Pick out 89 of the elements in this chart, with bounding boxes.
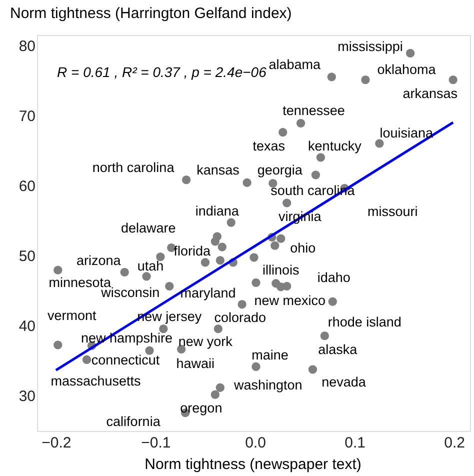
point	[252, 362, 260, 371]
point	[200, 258, 210, 267]
annotation: vermont	[48, 308, 97, 323]
annotation: tennessee	[282, 103, 345, 118]
annotation: new york	[178, 334, 233, 350]
annotation: arkansas	[402, 86, 458, 101]
point	[54, 266, 62, 274]
annotation: georgia	[257, 162, 303, 178]
point	[272, 279, 280, 288]
point	[156, 252, 165, 262]
annotation: nevada	[322, 374, 366, 390]
point	[316, 153, 326, 162]
point	[296, 118, 306, 128]
point	[54, 340, 62, 350]
annotation: connecticut	[91, 352, 160, 368]
point	[120, 268, 129, 276]
x-axis-title: Norm tightness (newspaper text)	[144, 456, 362, 473]
point	[182, 176, 191, 184]
point	[282, 198, 292, 208]
point	[216, 383, 224, 392]
point	[242, 178, 252, 187]
annotation: alaska	[318, 342, 358, 357]
point	[212, 232, 222, 241]
point	[278, 128, 288, 137]
point	[165, 282, 174, 290]
annotation: california	[106, 414, 161, 429]
point	[145, 346, 154, 355]
point	[142, 272, 151, 281]
point	[282, 282, 292, 290]
point	[226, 218, 236, 227]
annotation: missouri	[367, 204, 418, 220]
point	[250, 253, 258, 262]
annotation: arizona	[76, 253, 122, 268]
point	[361, 75, 370, 84]
y-tick-label: 40	[18, 318, 36, 335]
point	[375, 139, 384, 148]
x-tick-label: 0.0	[245, 434, 266, 452]
y-tick-label: 50	[18, 248, 36, 265]
y-tick-label: 60	[18, 178, 36, 195]
point	[406, 48, 415, 58]
annotation: utah	[137, 258, 164, 274]
point	[214, 324, 222, 334]
annotation: ohio	[290, 240, 316, 256]
point	[210, 390, 220, 399]
y-tick-label: 80	[18, 38, 36, 55]
annotation: washington	[233, 378, 302, 393]
annotation: hawaii	[176, 356, 214, 372]
annotation: texas	[252, 138, 286, 154]
annotation: new mexico	[254, 292, 326, 308]
annotation: indiana	[195, 204, 240, 219]
point	[276, 234, 286, 243]
annotation: massachusetts	[50, 374, 142, 389]
point	[327, 72, 336, 82]
annotation: new hampshire	[80, 330, 173, 346]
annotation: louisiana	[380, 125, 434, 140]
annotation: north carolina	[92, 160, 175, 175]
y-tick-label: 30	[18, 388, 36, 405]
annotation: mississippi	[338, 39, 403, 54]
annotation: rhode island	[328, 314, 402, 330]
annotation: colorado	[214, 310, 266, 325]
annotation: oregon	[180, 400, 222, 416]
annotation: maryland	[180, 285, 236, 300]
annotation: kansas	[196, 162, 240, 178]
x-tick-label: −0.2	[42, 434, 72, 452]
point	[218, 242, 226, 252]
annotation: kentucky	[308, 138, 362, 154]
x-tick-label: −0.1	[141, 434, 171, 452]
point	[252, 278, 260, 287]
annotation: alabama	[268, 56, 322, 72]
annotation: maine	[252, 348, 288, 363]
point	[308, 365, 318, 374]
x-tick-label: 0.2	[444, 434, 466, 452]
point	[82, 355, 92, 364]
point	[238, 300, 246, 309]
point	[216, 256, 224, 265]
y-tick-label: 70	[18, 108, 36, 125]
point	[320, 332, 329, 340]
annotation: idaho	[317, 270, 350, 286]
point	[311, 170, 320, 180]
annotation: R = 0.61 , R² = 0.37 , p = 2.4e−06	[57, 64, 267, 80]
annotation: florida	[174, 243, 212, 258]
annotation: oklahoma	[377, 62, 436, 77]
annotation: delaware	[120, 220, 176, 236]
point	[448, 75, 458, 84]
point	[270, 241, 280, 250]
x-tick-label: 0.1	[344, 434, 366, 452]
y-axis-title: Norm tightness (Harrington Gelfand index)	[10, 5, 292, 22]
point	[328, 297, 337, 306]
annotation: illinois	[262, 262, 300, 278]
